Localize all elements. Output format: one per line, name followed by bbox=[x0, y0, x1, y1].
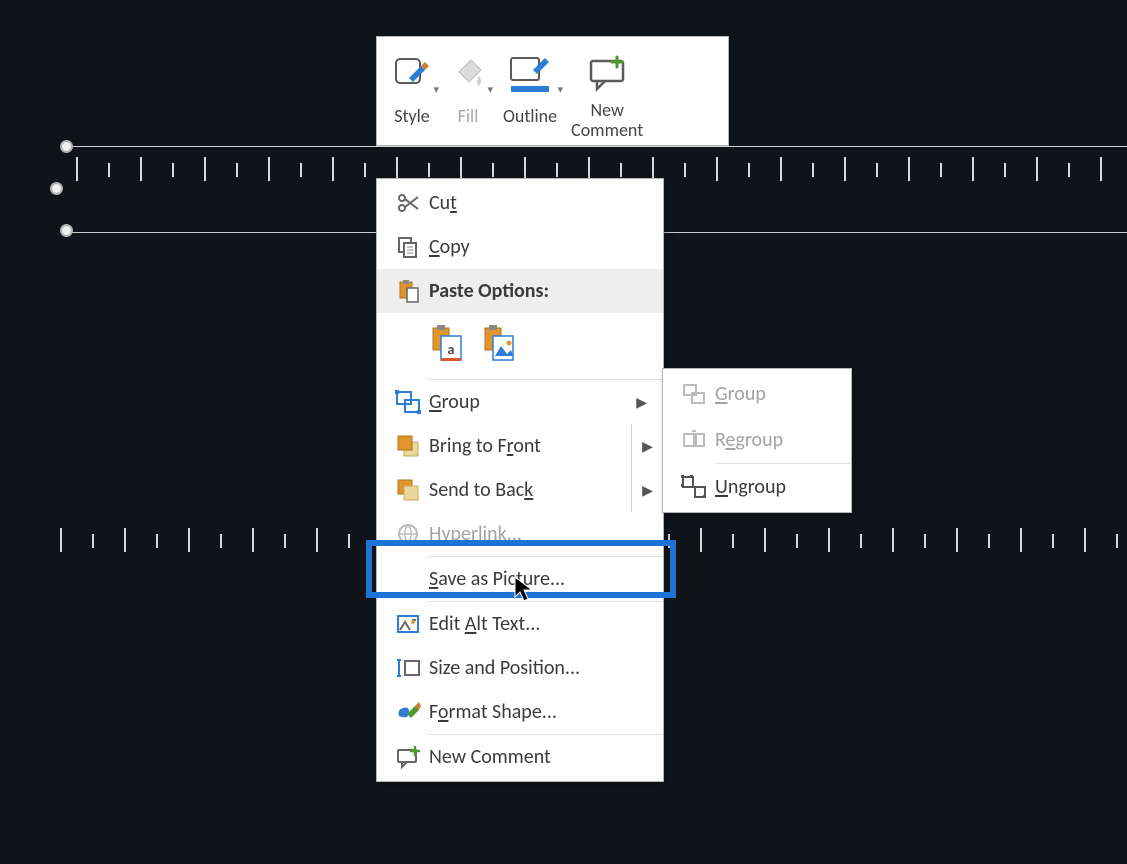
paste-picture-button[interactable] bbox=[481, 324, 517, 369]
menu-format-shape-label: Format Shape... bbox=[429, 700, 653, 724]
submenu-group: Group bbox=[663, 371, 851, 417]
menu-save-as-picture-label: Save as Picture... bbox=[429, 567, 653, 591]
outline-icon bbox=[507, 47, 553, 103]
submenu-group-label: Group bbox=[715, 382, 841, 406]
style-label: Style bbox=[394, 107, 430, 127]
group-icon bbox=[673, 382, 715, 406]
hyperlink-icon bbox=[387, 522, 429, 546]
alt-text-icon bbox=[387, 612, 429, 636]
selection-handle[interactable] bbox=[50, 182, 63, 195]
new-comment-icon bbox=[387, 745, 429, 769]
fill-button[interactable]: ▾ Fill bbox=[441, 43, 495, 141]
paste-icon bbox=[387, 278, 429, 304]
chevron-down-icon: ▾ bbox=[433, 83, 439, 96]
paste-options-row: a bbox=[377, 313, 663, 379]
outline-button[interactable]: ▾ Outline bbox=[495, 43, 565, 141]
chevron-down-icon: ▾ bbox=[487, 83, 493, 96]
selection-handle[interactable] bbox=[60, 224, 73, 237]
menu-format-shape[interactable]: Format Shape... bbox=[377, 690, 663, 734]
style-button[interactable]: ▾ Style bbox=[383, 43, 441, 141]
submenu-arrow-icon: ▶ bbox=[636, 394, 653, 411]
format-shape-icon bbox=[387, 700, 429, 724]
context-menu: Cut Copy Paste Options: a Group ▶ Bring bbox=[376, 178, 664, 782]
menu-save-as-picture[interactable]: Save as Picture... bbox=[377, 557, 663, 601]
style-icon bbox=[391, 47, 433, 103]
mini-toolbar: ▾ Style ▾ Fill ▾ Outline bbox=[376, 36, 729, 146]
menu-bring-to-front[interactable]: Bring to Front ▶ bbox=[377, 424, 663, 468]
submenu-regroup-label: Regroup bbox=[715, 428, 841, 452]
menu-cut-label: Cut bbox=[429, 191, 653, 215]
menu-paste-options-label: Paste Options: bbox=[429, 279, 653, 303]
scissors-icon bbox=[387, 191, 429, 215]
ungroup-icon bbox=[673, 475, 715, 499]
menu-new-comment-label: New Comment bbox=[429, 745, 653, 769]
bring-front-icon bbox=[387, 434, 429, 458]
menu-paste-options-header: Paste Options: bbox=[377, 269, 663, 313]
menu-send-to-back[interactable]: Send to Back ▶ bbox=[377, 468, 663, 512]
menu-size-position[interactable]: Size and Position... bbox=[377, 646, 663, 690]
menu-edit-alt-text-label: Edit Alt Text... bbox=[429, 612, 653, 636]
chevron-down-icon: ▾ bbox=[558, 83, 564, 96]
menu-new-comment[interactable]: New Comment bbox=[377, 735, 663, 779]
paste-keep-text-button[interactable]: a bbox=[429, 324, 465, 369]
menu-group[interactable]: Group ▶ bbox=[377, 380, 663, 424]
send-back-icon bbox=[387, 478, 429, 502]
menu-edit-alt-text[interactable]: Edit Alt Text... bbox=[377, 602, 663, 646]
submenu-regroup: Regroup bbox=[663, 417, 851, 463]
group-icon bbox=[387, 390, 429, 414]
group-submenu: Group Regroup Ungroup bbox=[662, 368, 852, 513]
menu-send-to-back-label: Send to Back bbox=[429, 478, 631, 502]
submenu-ungroup-label: Ungroup bbox=[715, 475, 841, 499]
new-comment-label: New Comment bbox=[571, 101, 643, 141]
svg-text:a: a bbox=[448, 341, 455, 358]
menu-size-position-label: Size and Position... bbox=[429, 656, 653, 680]
menu-copy[interactable]: Copy bbox=[377, 225, 663, 269]
size-position-icon bbox=[387, 656, 429, 680]
fill-icon bbox=[449, 47, 487, 103]
menu-group-label: Group bbox=[429, 390, 636, 414]
fill-label: Fill bbox=[458, 107, 479, 127]
copy-icon bbox=[387, 235, 429, 259]
new-comment-icon bbox=[585, 47, 629, 97]
selection-handle[interactable] bbox=[60, 140, 73, 153]
menu-cut[interactable]: Cut bbox=[377, 181, 663, 225]
submenu-ungroup[interactable]: Ungroup bbox=[663, 464, 851, 510]
outline-label: Outline bbox=[503, 107, 557, 127]
menu-hyperlink: Hyperlink... bbox=[377, 512, 663, 556]
new-comment-button[interactable]: New Comment bbox=[565, 43, 649, 141]
submenu-arrow-icon[interactable]: ▶ bbox=[631, 468, 663, 512]
menu-copy-label: Copy bbox=[429, 235, 653, 259]
menu-hyperlink-label: Hyperlink... bbox=[429, 522, 653, 546]
menu-bring-to-front-label: Bring to Front bbox=[429, 434, 631, 458]
regroup-icon bbox=[673, 428, 715, 452]
submenu-arrow-icon[interactable]: ▶ bbox=[631, 424, 663, 468]
